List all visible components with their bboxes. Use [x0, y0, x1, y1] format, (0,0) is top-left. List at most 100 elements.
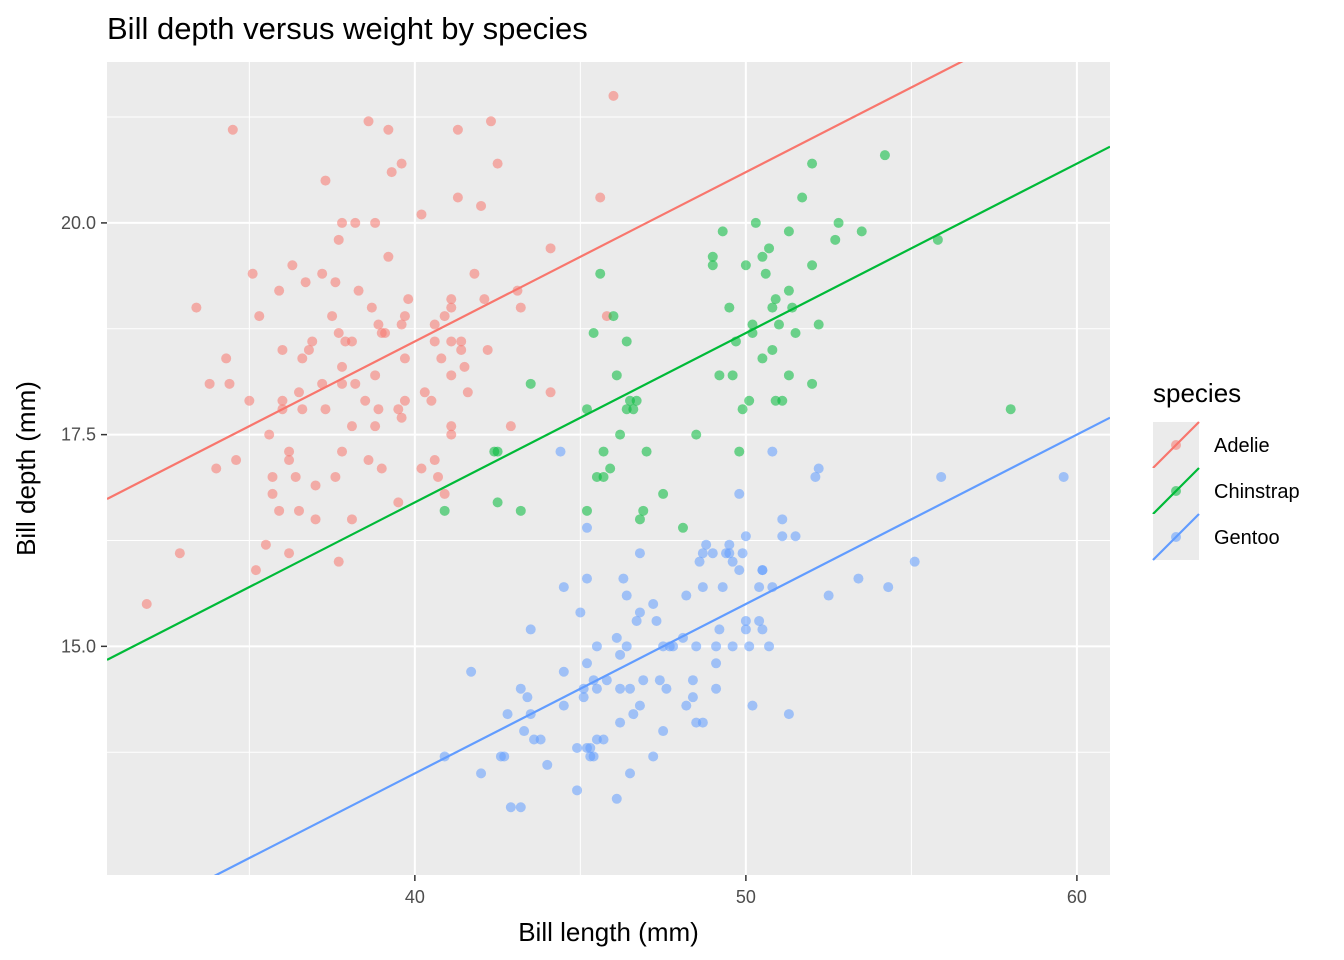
- gentoo-point: [522, 692, 533, 703]
- gentoo-point: [697, 548, 708, 559]
- gentoo-point: [581, 658, 592, 669]
- gentoo-point: [601, 675, 612, 686]
- adelie-point: [310, 514, 321, 525]
- gentoo-point: [724, 548, 735, 559]
- y-tick-label: 17.5: [61, 425, 96, 445]
- gentoo-point: [654, 675, 665, 686]
- chinstrap-point: [631, 395, 642, 406]
- gentoo-point: [783, 709, 794, 720]
- chinstrap-point: [605, 463, 616, 474]
- chinstrap-point: [813, 319, 824, 330]
- x-tick-label: 50: [736, 887, 756, 907]
- gentoo-point: [681, 590, 692, 601]
- chinstrap-point: [492, 497, 503, 508]
- gentoo-point: [777, 514, 788, 525]
- chinstrap-point: [588, 328, 599, 338]
- gentoo-point: [764, 641, 775, 652]
- gentoo-point: [734, 488, 745, 499]
- adelie-point: [317, 378, 328, 389]
- adelie-point: [191, 302, 202, 313]
- gentoo-point: [681, 700, 692, 711]
- gentoo-point: [581, 522, 592, 533]
- gentoo-point: [757, 565, 768, 576]
- legend-label-chinstrap: Chinstrap: [1214, 481, 1300, 503]
- gentoo-point: [638, 675, 649, 686]
- gentoo-point: [707, 548, 718, 559]
- chinstrap-point: [770, 294, 781, 305]
- gentoo-point: [505, 802, 516, 813]
- gentoo-point: [621, 590, 632, 601]
- adelie-point: [376, 463, 387, 474]
- gentoo-point: [515, 802, 526, 813]
- gentoo-point: [777, 531, 788, 542]
- adelie-point: [545, 387, 556, 398]
- chinstrap-point: [717, 226, 728, 237]
- adelie-point: [350, 378, 361, 389]
- x-tick-label: 40: [405, 887, 425, 907]
- major-gridlines: [107, 62, 1110, 875]
- gentoo-point: [591, 641, 602, 652]
- gentoo-point: [558, 700, 569, 711]
- gentoo-point: [572, 742, 583, 753]
- gentoo-point: [909, 556, 920, 567]
- chinstrap-point: [634, 514, 645, 525]
- gentoo-point: [658, 726, 669, 737]
- chinstrap-point: [1005, 404, 1016, 415]
- adelie-point: [505, 421, 516, 432]
- adelie-point: [383, 124, 394, 135]
- chinstrap-point: [797, 192, 808, 203]
- chinstrap-point: [621, 336, 632, 347]
- chinstrap-point: [439, 505, 450, 516]
- chinstrap-point: [777, 395, 788, 406]
- gentoo-point: [625, 768, 636, 779]
- gentoo-point: [499, 751, 510, 762]
- legend-title: species: [1153, 378, 1241, 408]
- gentoo-point: [1058, 471, 1069, 482]
- gentoo-point: [714, 624, 725, 635]
- adelie-point: [393, 404, 404, 415]
- gentoo-point: [754, 615, 765, 626]
- legend-point-chinstrap: [1171, 486, 1181, 496]
- gentoo-point: [687, 692, 698, 703]
- chinstrap-point: [727, 370, 738, 381]
- gentoo-point: [476, 768, 487, 779]
- gentoo-point: [661, 683, 672, 694]
- legend-label-adelie: Adelie: [1214, 435, 1270, 457]
- adelie-point: [337, 446, 348, 457]
- chinstrap-point: [767, 344, 778, 355]
- adelie-point: [337, 378, 348, 389]
- adelie-point: [370, 217, 381, 228]
- gentoo-point: [740, 531, 751, 542]
- adelie-point: [250, 565, 261, 576]
- adelie-point: [476, 200, 487, 211]
- chinstrap-point: [525, 378, 536, 389]
- gentoo-point: [717, 582, 728, 593]
- chinstrap-point: [598, 471, 609, 482]
- adelie-point: [366, 302, 377, 313]
- chinstrap-point: [757, 353, 768, 364]
- chinstrap-point: [611, 370, 622, 381]
- adelie-point: [403, 294, 414, 305]
- gentoo-point: [813, 463, 824, 474]
- gentoo-point: [711, 641, 722, 652]
- adelie-point: [350, 217, 361, 228]
- chinstrap-point: [714, 370, 725, 381]
- adelie-point: [346, 421, 357, 432]
- gentoo-point: [737, 548, 748, 559]
- adelie-point: [456, 344, 467, 355]
- adelie-point: [260, 539, 271, 550]
- adelie-point: [274, 505, 285, 516]
- gentoo-point: [615, 717, 626, 728]
- gentoo-point: [810, 471, 821, 482]
- gentoo-point: [591, 683, 602, 694]
- adelie-point: [337, 217, 348, 228]
- gentoo-point: [691, 641, 702, 652]
- chinstrap-point: [747, 319, 758, 330]
- chinstrap-point: [783, 285, 794, 296]
- gentoo-point: [515, 683, 526, 694]
- adelie-point: [545, 243, 556, 254]
- adelie-point: [297, 353, 308, 364]
- adelie-point: [436, 353, 447, 364]
- adelie-point: [244, 395, 255, 406]
